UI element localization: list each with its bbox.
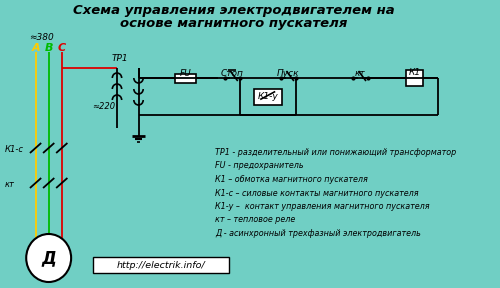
Text: кт: кт [355,69,366,78]
Text: К1-с: К1-с [4,145,24,154]
Text: К1-с – силовые контакты магнитного пускателя: К1-с – силовые контакты магнитного пуска… [216,189,419,198]
Text: основе магнитного пускателя: основе магнитного пускателя [120,17,348,30]
Text: Стоп: Стоп [220,69,244,78]
Text: К1-у –  контакт управления магнитного пускателя: К1-у – контакт управления магнитного пус… [216,202,430,211]
Text: ≈380: ≈380 [29,33,54,42]
Text: A: A [32,43,40,53]
FancyBboxPatch shape [254,88,281,105]
Text: FU - предохранитель: FU - предохранитель [216,162,304,170]
Text: C: C [58,43,66,53]
Text: ТР1 - разделительный или понижающий трансформатор: ТР1 - разделительный или понижающий тран… [216,148,456,157]
Text: B: B [44,43,53,53]
FancyBboxPatch shape [406,70,423,86]
Text: Д - асинхронный трехфазный электродвигатель: Д - асинхронный трехфазный электродвигат… [216,229,421,238]
Text: ТР1: ТР1 [112,54,128,63]
Text: Схема управления электродвигателем на: Схема управления электродвигателем на [73,4,395,17]
Text: К1: К1 [408,68,420,77]
Text: Пуск: Пуск [277,69,299,78]
Text: FU: FU [180,69,191,78]
Text: http://electrik.info/: http://electrik.info/ [116,261,206,270]
FancyBboxPatch shape [93,257,229,273]
Text: К1-у: К1-у [258,92,278,101]
Text: кт: кт [4,180,15,189]
Text: Д: Д [42,249,56,267]
Text: кт – тепловое реле: кт – тепловое реле [216,215,296,225]
FancyBboxPatch shape [175,73,196,82]
Circle shape [26,234,71,282]
Text: ≈220: ≈220 [92,102,115,111]
Text: К1 – обмотка магнитного пускателя: К1 – обмотка магнитного пускателя [216,175,368,184]
